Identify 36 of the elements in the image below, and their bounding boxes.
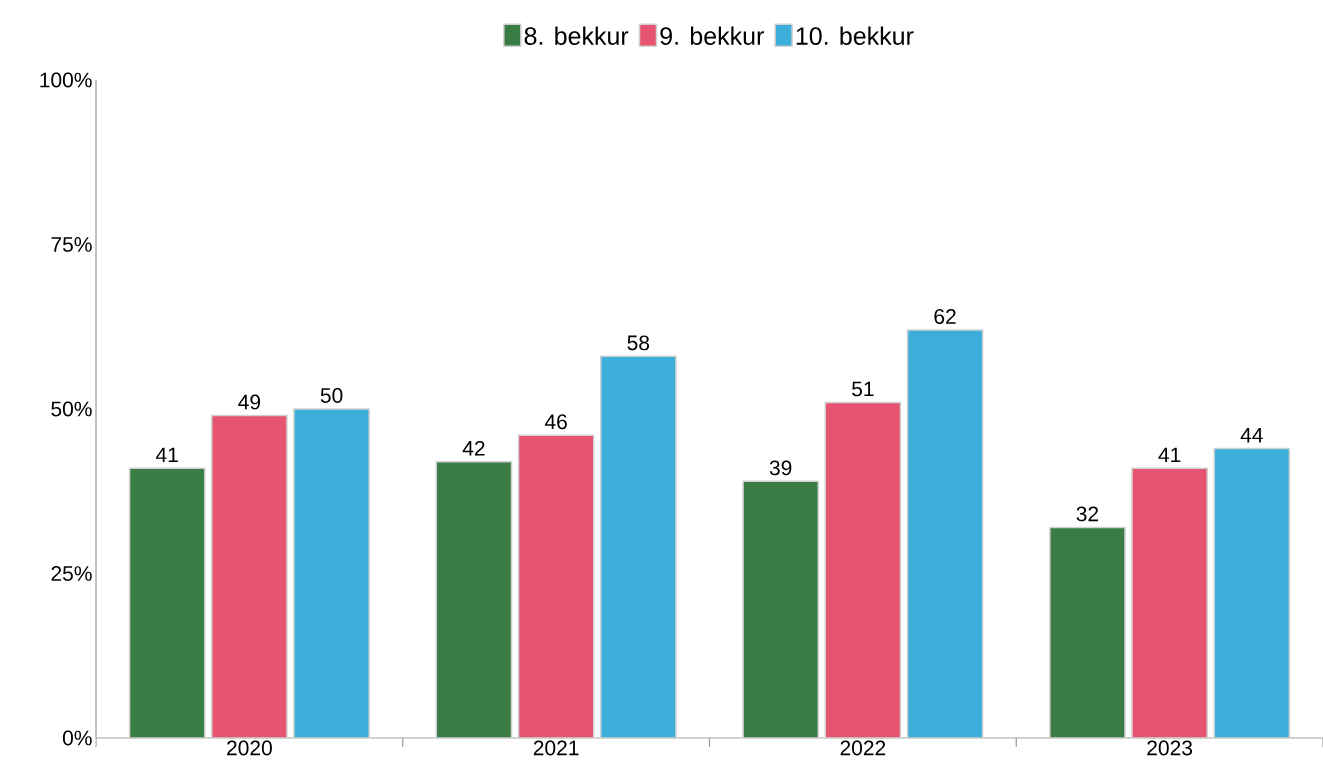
bar (742, 480, 820, 739)
bar (1049, 526, 1126, 739)
data-label: 44 (1240, 427, 1263, 443)
legend-label: 10. bekkur (796, 26, 914, 45)
data-label: 50 (320, 388, 343, 403)
x-tick-label: 2020 (227, 740, 272, 756)
bar (293, 408, 370, 739)
bar (824, 401, 902, 739)
bar (211, 414, 288, 739)
y-tick-label: 100% (40, 72, 92, 88)
data-label: 51 (852, 381, 874, 397)
data-label: 62 (934, 309, 956, 324)
bar (128, 467, 206, 739)
data-label: 32 (1076, 506, 1099, 522)
legend-label: 9. bekkur (660, 26, 764, 45)
x-tick-label: 2023 (1147, 740, 1193, 756)
y-tick-label: 75% (51, 237, 92, 252)
data-label: 46 (544, 414, 567, 430)
legend-label: 8. bekkur (524, 26, 629, 45)
data-label: 39 (769, 460, 792, 476)
data-label: 41 (1158, 447, 1181, 463)
x-tick-label: 2022 (840, 740, 886, 756)
bar (1213, 447, 1291, 739)
data-label: 58 (627, 335, 650, 351)
y-tick-label: 0% (62, 730, 92, 746)
y-tick-label: 25% (51, 566, 92, 581)
data-label: 42 (462, 440, 485, 456)
bar (435, 460, 513, 739)
bar (906, 329, 984, 739)
data-label: 49 (238, 394, 261, 410)
y-tick-label: 50% (51, 401, 92, 417)
bar (599, 355, 677, 739)
x-tick-label: 2021 (533, 740, 579, 756)
data-label: 41 (155, 447, 178, 463)
bar (517, 434, 595, 739)
bar (1131, 467, 1208, 739)
